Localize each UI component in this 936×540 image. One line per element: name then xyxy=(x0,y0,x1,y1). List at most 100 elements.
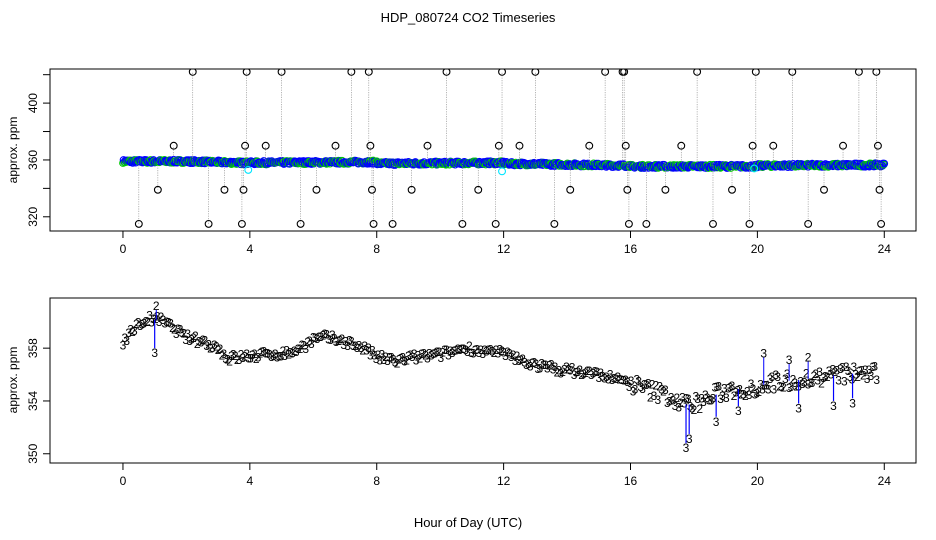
digit-marker: 3 xyxy=(310,331,317,345)
bottom-panel-ylabel: approx. ppm xyxy=(6,347,20,414)
digit-marker: 3 xyxy=(713,380,720,394)
digit-marker: 3 xyxy=(418,347,425,361)
digit-marker: 3 xyxy=(595,371,602,385)
x-tick-label: 20 xyxy=(751,474,765,488)
calibration-point xyxy=(661,185,670,194)
digit-marker: 3 xyxy=(447,344,454,358)
digit-marker: 3 xyxy=(708,393,715,407)
digit-marker: 3 xyxy=(757,378,764,392)
digit-marker: 3 xyxy=(601,372,608,386)
digit-marker: 3 xyxy=(759,382,766,396)
digit-marker: 3 xyxy=(542,358,549,372)
digit-marker: 3 xyxy=(415,349,422,363)
calibration-point xyxy=(239,185,248,194)
digit-marker: 3 xyxy=(603,370,610,384)
digit-marker: 3 xyxy=(392,355,399,369)
calibration-point xyxy=(585,141,594,150)
digit-marker: 2 xyxy=(200,333,207,347)
digit-marker: 3 xyxy=(167,316,174,330)
calibration-point xyxy=(804,219,813,228)
calibration-point xyxy=(474,185,483,194)
digit-marker: 3 xyxy=(371,349,378,363)
digit-marker: 3 xyxy=(609,373,616,387)
digit-marker: 3 xyxy=(365,341,372,355)
digit-marker: 3 xyxy=(706,394,713,408)
digit-marker: 3 xyxy=(628,374,635,388)
digit-marker: 3 xyxy=(693,390,700,404)
digit-marker: 3 xyxy=(822,369,829,383)
calibration-point xyxy=(873,141,882,150)
digit-marker: 3 xyxy=(278,350,285,364)
digit-marker: 3 xyxy=(264,347,271,361)
digit-marker: 3 xyxy=(569,361,576,375)
digit-marker: 2 xyxy=(731,389,738,403)
digit-marker: 2 xyxy=(207,342,214,356)
digit-marker: 2 xyxy=(466,339,473,353)
digit-marker: 3 xyxy=(411,347,418,361)
calibration-point xyxy=(601,69,610,76)
digit-marker: 3 xyxy=(622,373,629,387)
digit-marker: 2 xyxy=(514,349,521,363)
digit-marker: 3 xyxy=(580,367,587,381)
x-tick-label: 16 xyxy=(624,474,638,488)
digit-marker: 2 xyxy=(422,349,429,363)
digit-marker: 3 xyxy=(839,360,846,374)
calibration-point xyxy=(241,141,250,150)
digit-marker: 3 xyxy=(397,351,404,365)
digit-marker: 3 xyxy=(346,334,353,348)
calibration-point xyxy=(877,219,886,228)
digit-marker: 2 xyxy=(696,402,703,416)
digit-marker: 3 xyxy=(123,334,130,348)
digit-marker: 3 xyxy=(222,352,229,366)
digit-marker: 2 xyxy=(856,364,863,378)
digit-marker: 2 xyxy=(219,348,226,362)
digit-marker: 3 xyxy=(607,368,614,382)
digit-marker: 3 xyxy=(544,361,551,375)
digit-marker: 3 xyxy=(443,343,450,357)
digit-marker: 2 xyxy=(831,365,838,379)
digit-marker: 2 xyxy=(649,378,656,392)
digit-marker: 2 xyxy=(194,337,201,351)
digit-marker: 3 xyxy=(590,366,597,380)
digit-marker: 2 xyxy=(668,391,675,405)
dip-marker: 3 xyxy=(795,402,802,416)
calibration-point xyxy=(347,69,356,76)
digit-marker: 2 xyxy=(510,348,517,362)
digit-marker: 3 xyxy=(432,346,439,360)
top-panel: approx. ppm 0 4 8 12 16 20 24 320 360 400 xyxy=(6,68,917,256)
digit-marker: 3 xyxy=(620,374,627,388)
x-tick-label: 12 xyxy=(497,474,511,488)
digit-marker: 2 xyxy=(653,378,660,392)
digit-marker: 3 xyxy=(405,349,412,363)
digit-marker: 2 xyxy=(776,379,783,393)
digit-marker: 2 xyxy=(417,351,424,365)
digit-marker: 3 xyxy=(131,324,138,338)
digit-marker: 3 xyxy=(850,360,857,374)
digit-marker: 2 xyxy=(647,390,654,404)
digit-marker: 3 xyxy=(266,348,273,362)
calibration-point xyxy=(364,69,373,76)
digit-marker: 3 xyxy=(156,315,163,329)
digit-marker: 2 xyxy=(491,346,498,360)
digit-marker: 2 xyxy=(287,346,294,360)
digit-marker: 3 xyxy=(399,351,406,365)
plot-area: 3333223233332233323323333322333323333222… xyxy=(120,299,881,455)
digit-marker: 3 xyxy=(588,368,595,382)
digit-marker: 3 xyxy=(255,351,262,365)
digit-marker: 3 xyxy=(599,369,606,383)
digit-marker: 3 xyxy=(148,316,155,330)
digit-marker: 3 xyxy=(500,345,507,359)
digit-marker: 3 xyxy=(828,368,835,382)
digit-marker: 2 xyxy=(158,310,165,324)
digit-marker: 3 xyxy=(413,353,420,367)
digit-marker: 3 xyxy=(725,381,732,395)
digit-marker: 3 xyxy=(752,388,759,402)
digit-marker: 2 xyxy=(331,331,338,345)
digit-marker: 3 xyxy=(801,376,808,390)
digit-marker: 2 xyxy=(818,377,825,391)
y-tick-label: 358 xyxy=(26,338,40,358)
digit-marker: 3 xyxy=(567,363,574,377)
calibration-point xyxy=(134,219,143,228)
digit-marker: 3 xyxy=(424,351,431,365)
digit-marker: 2 xyxy=(656,379,663,393)
